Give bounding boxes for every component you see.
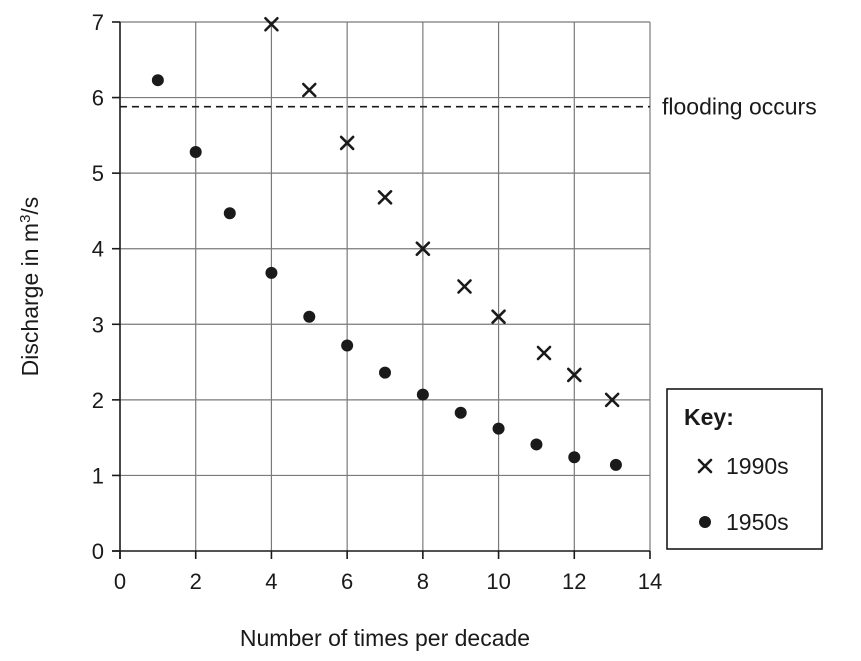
point-1990s-7 [536,345,552,361]
point-1950s-9 [492,422,505,435]
y-tick-label-6: 6 [92,86,104,111]
point-1990s-2 [339,135,355,151]
point-1950s-0 [151,74,164,87]
point-1950s-5 [341,339,354,352]
y-tick-label-1: 1 [92,463,104,488]
x-tick-label-0: 0 [114,569,126,594]
x-tick-label-10: 10 [486,569,510,594]
legend-marker-cross-icon [697,458,713,474]
point-1990s-0 [264,16,279,32]
y-tick-label-3: 3 [92,312,104,337]
point-1990s-9 [604,392,620,408]
y-tick-label-7: 7 [92,10,104,35]
point-1990s-4 [415,241,431,257]
point-1950s-11 [568,451,581,464]
x-tick-label-14: 14 [638,569,662,594]
y-tick-label-2: 2 [92,388,104,413]
legend-label-1990s: 1990s [726,453,789,479]
legend-cross-shape [697,458,713,474]
point-1990s-5 [457,279,472,294]
point-1990s-3 [377,190,393,205]
axes [112,21,651,559]
legend-dot-shape [699,516,711,528]
point-1950s-7 [416,388,429,401]
legend-title: Key: [684,404,734,430]
data-points [151,16,622,471]
x-tick-label-12: 12 [562,569,586,594]
legend: Key: 1990s 1950s [666,388,823,550]
grid [120,21,651,551]
y-tick-labels: 0 1 2 3 4 5 6 7 [92,10,104,564]
y-axis-title: Discharge in m3/s [17,197,43,377]
point-1990s-6 [491,309,506,325]
y-axis-title-prefix: Discharge in m [17,223,43,376]
point-1990s-1 [301,82,317,98]
y-axis-title-superscript: 3 [17,215,34,223]
flooding-threshold-label: flooding occurs [662,94,817,120]
point-1990s-8 [566,367,582,383]
point-1950s-6 [379,366,391,379]
point-1950s-1 [189,145,202,158]
point-1950s-3 [265,266,278,279]
point-1950s-2 [223,207,236,220]
legend-frame [666,388,823,550]
point-1950s-8 [454,406,467,419]
point-1950s-12 [609,458,622,471]
y-axis-title-suffix: /s [17,197,43,215]
x-tick-label-4: 4 [265,569,277,594]
point-1950s-10 [530,438,543,451]
x-tick-label-8: 8 [417,569,429,594]
x-tick-label-6: 6 [341,569,353,594]
x-tick-labels: 0 2 4 6 8 10 12 14 [114,569,662,594]
x-tick-label-2: 2 [190,569,202,594]
y-tick-label-0: 0 [92,539,104,564]
legend-marker-dot-icon [699,516,711,528]
y-tick-label-4: 4 [92,237,104,262]
point-1950s-4 [303,310,316,323]
x-axis-title: Number of times per decade [240,625,530,651]
y-tick-label-5: 5 [92,161,104,186]
legend-label-1950s: 1950s [726,509,789,535]
